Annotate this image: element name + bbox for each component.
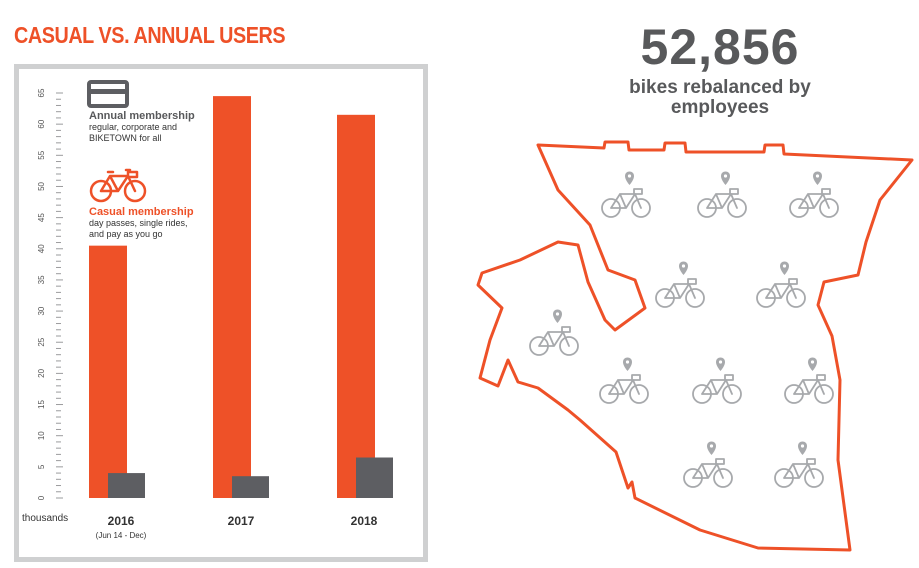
bike-location-icon: [774, 441, 824, 488]
y-tick-label: 30: [37, 306, 46, 315]
stat-caption: bikes rebalanced by employees: [600, 78, 840, 118]
stat-caption-line1: bikes rebalanced by: [629, 77, 811, 98]
y-tick-label: 0: [37, 495, 46, 500]
bar-casual-2018: [337, 114, 375, 499]
bike-location-icon: [655, 261, 705, 308]
y-tick-label: 10: [37, 431, 46, 440]
y-tick-label: 50: [37, 181, 46, 190]
legend-casual-title: Casual membership: [89, 206, 194, 218]
legend-annual: Annual membership regular, corporate and…: [89, 110, 249, 144]
legend-annual-title: Annual membership: [89, 110, 195, 122]
y-tick-label: 65: [37, 88, 46, 97]
bar-casual-2016: [89, 245, 127, 498]
chart-title: CASUAL VS. ANNUAL USERS: [14, 22, 286, 48]
bar-chart: 0 5 10 15 20 25 30 35 40 45 50 55 60 65 thousands 2016 (…: [22, 88, 393, 540]
x-tick-label: 2018: [351, 514, 378, 528]
bike-location-icon: [599, 357, 649, 404]
city-map: [476, 140, 914, 552]
y-tick-label: 60: [37, 119, 46, 128]
bike-location-icon: [692, 357, 742, 404]
y-tick-label: 25: [37, 337, 46, 346]
x-tick-sublabel: (Jun 14 - Dec): [96, 531, 147, 540]
bike-location-icon: [529, 309, 579, 356]
y-tick-label: 45: [37, 213, 46, 222]
legend-annual-desc-line1: regular, corporate and: [89, 122, 178, 132]
legend-casual-desc-line2: and pay as you go: [89, 229, 163, 239]
legend-casual-desc-line1: day passes, single rides,: [89, 218, 188, 228]
bar-annual-2016: [108, 473, 145, 498]
y-tick-label: 40: [37, 244, 46, 253]
bike-location-icon: [784, 357, 834, 404]
y-tick-label: 35: [37, 275, 46, 284]
stat-number: 52,856: [640, 19, 800, 75]
x-tick-label: 2016: [108, 514, 135, 528]
bike-icon: [89, 168, 147, 203]
bike-location-icon: [601, 171, 651, 218]
stat-caption-line2: employees: [670, 97, 770, 118]
y-tick-label: 15: [37, 400, 46, 409]
bike-location-icon: [697, 171, 747, 218]
legend-annual-desc-line2: BIKETOWN for all: [89, 133, 162, 143]
bike-location-icon: [789, 171, 839, 218]
y-axis-label: thousands: [22, 513, 68, 524]
x-tick-label: 2017: [228, 514, 255, 528]
card-icon: [87, 80, 129, 108]
bike-location-icon: [683, 441, 733, 488]
bar-annual-2017: [232, 476, 269, 498]
bar-annual-2018: [356, 457, 393, 498]
map-outline: [476, 140, 914, 552]
y-tick-label: 5: [37, 464, 46, 469]
y-tick-label: 55: [37, 150, 46, 159]
bar-casual-2017: [213, 96, 251, 498]
legend-casual: Casual membership day passes, single rid…: [89, 206, 249, 240]
bike-location-icon: [756, 261, 806, 308]
y-tick-label: 20: [37, 368, 46, 377]
